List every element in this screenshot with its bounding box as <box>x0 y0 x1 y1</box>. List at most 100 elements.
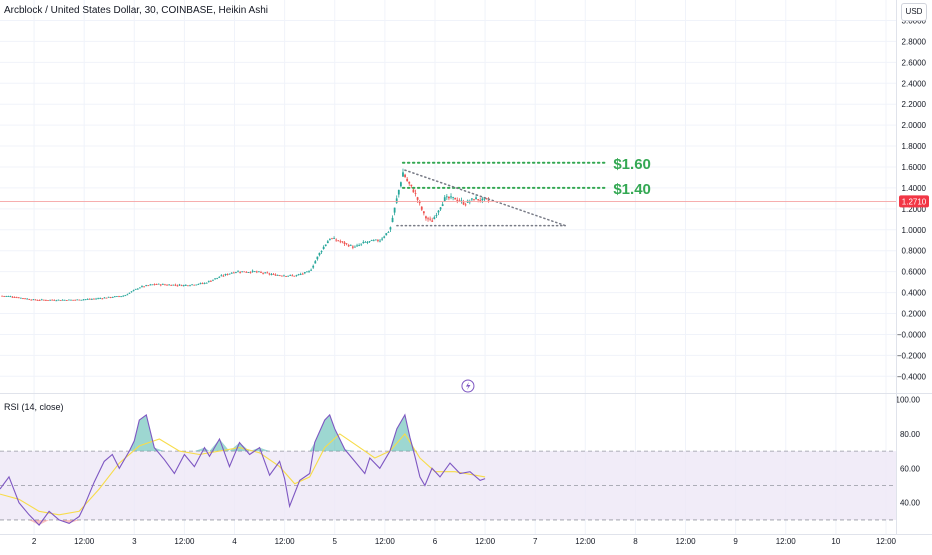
candle-body <box>122 295 125 297</box>
candle-body <box>420 206 423 210</box>
chart-title: Arcblock / United States Dollar, 30, COI… <box>4 5 268 16</box>
time-tick-label: 8 <box>633 537 638 546</box>
candle-body <box>404 174 406 178</box>
candle-body <box>124 295 127 297</box>
price-pane <box>1 168 490 302</box>
candle-body <box>366 241 369 243</box>
candle-body <box>387 232 390 233</box>
candle-body <box>143 286 145 288</box>
price-tick-label: −0.2000 <box>897 351 927 360</box>
candle-body <box>180 285 183 287</box>
candle-body <box>195 284 198 286</box>
price-tick-label: 2.0000 <box>902 121 927 130</box>
candle-body <box>19 297 22 299</box>
candle-body <box>128 292 131 294</box>
candle-body <box>36 300 39 301</box>
currency-button[interactable]: USD <box>901 3 927 21</box>
candle-body <box>212 279 214 281</box>
candle-body <box>326 241 329 244</box>
candle-body <box>431 220 434 222</box>
candle-body <box>201 283 204 285</box>
price-tick-label: −0.0000 <box>897 330 927 339</box>
candle-body <box>245 272 248 273</box>
candle-body <box>164 284 166 286</box>
candle-body <box>84 299 87 301</box>
candle-body <box>316 256 319 260</box>
candle-body <box>26 298 29 300</box>
candle-body <box>90 298 93 300</box>
candle-body <box>264 272 267 274</box>
candle-body <box>147 285 150 287</box>
candle-body <box>278 275 281 277</box>
candle-body <box>412 189 415 193</box>
candle-body <box>80 299 83 301</box>
rsi-line <box>0 413 486 526</box>
candle-body <box>228 273 231 275</box>
candle-body <box>103 297 106 299</box>
candle-body <box>97 298 100 300</box>
rsi-tick-label: 80.00 <box>900 430 921 439</box>
candle-body <box>30 299 33 301</box>
time-tick-label: 12:00 <box>575 537 596 546</box>
candle-body <box>408 181 411 184</box>
candle-body <box>189 285 191 287</box>
candle-body <box>479 200 482 201</box>
candle-body <box>385 233 388 236</box>
price-tick-label: 1.8000 <box>902 142 927 151</box>
rsi-tick-label: 40.00 <box>900 499 921 508</box>
candle-body <box>187 285 189 287</box>
candle-body <box>395 198 398 203</box>
time-tick-label: 5 <box>333 537 338 546</box>
candle-body <box>441 204 444 207</box>
candle-body <box>76 299 79 301</box>
candle-body <box>184 284 187 286</box>
candle-body <box>222 275 225 277</box>
candle-body <box>402 172 404 177</box>
candle-body <box>399 182 402 187</box>
candle-body <box>15 297 18 299</box>
candle-body <box>136 288 139 290</box>
candle-body <box>214 278 216 280</box>
candle-body <box>416 197 419 200</box>
time-tick-label: 12:00 <box>174 537 195 546</box>
candle-body <box>193 284 196 286</box>
candle-body <box>272 273 275 275</box>
candle-body <box>477 199 480 201</box>
candle-body <box>458 200 461 202</box>
candle-body <box>235 272 237 273</box>
rsi-overbought-fill <box>389 414 415 452</box>
candle-body <box>308 271 310 273</box>
price-tick-label: 2.4000 <box>902 79 927 88</box>
candle-body <box>11 296 14 298</box>
candle-body <box>295 275 298 276</box>
candle-body <box>28 299 31 301</box>
candle-body <box>358 245 361 246</box>
time-tick-label: 3 <box>132 537 137 546</box>
candle-body <box>159 284 162 286</box>
candle-body <box>176 285 179 287</box>
candle-body <box>452 196 454 198</box>
candle-body <box>291 275 294 277</box>
candle-body <box>454 197 457 200</box>
price-tick-label: 0.4000 <box>902 289 927 298</box>
candle-body <box>45 300 47 301</box>
candle-body <box>226 274 229 276</box>
candle-body <box>153 284 156 286</box>
candle-body <box>487 199 490 201</box>
candle-body <box>253 271 256 273</box>
target-label: $1.40 <box>613 181 651 198</box>
time-tick-label: 4 <box>232 537 237 546</box>
candle-body <box>3 295 6 297</box>
candle-body <box>55 300 58 302</box>
candle-body <box>216 277 219 279</box>
candle-body <box>368 241 371 242</box>
target-label: $1.60 <box>613 156 651 173</box>
rsi-oversold-fill <box>29 519 50 526</box>
price-tick-label: 1.6000 <box>902 163 927 172</box>
candle-body <box>299 274 302 275</box>
candle-body <box>485 198 488 200</box>
price-tick-label: 2.8000 <box>902 37 927 46</box>
candle-body <box>443 197 446 202</box>
pane-separator[interactable] <box>0 393 932 394</box>
